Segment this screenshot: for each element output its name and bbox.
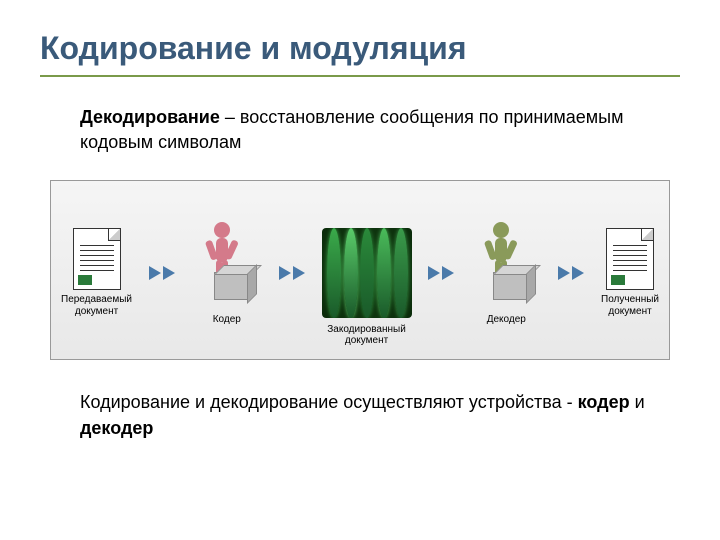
- document-icon: [73, 228, 121, 290]
- arrow-icon: [279, 266, 305, 280]
- arrow-icon: [428, 266, 454, 280]
- diagram-box: Передаваемыйдокумент Код: [50, 180, 670, 360]
- node-source-doc: Передаваемыйдокумент: [61, 228, 132, 318]
- footer-bold1: кодер: [578, 392, 630, 412]
- description-text: Декодирование – восстановление сообщения…: [40, 105, 680, 155]
- desc-bold: Декодирование: [80, 107, 220, 127]
- node-signal: Закодированныйдокумент: [322, 228, 412, 318]
- node-encoder: Кодер: [192, 220, 262, 326]
- diagram-row: Передаваемыйдокумент Код: [61, 196, 659, 349]
- footer-mid: и: [630, 392, 645, 412]
- footer-text: Кодирование и декодирование осуществляют…: [40, 390, 680, 440]
- node-label: Закодированныйдокумент: [317, 324, 417, 346]
- slide-title: Кодирование и модуляция: [40, 30, 680, 67]
- node-received-doc: Полученныйдокумент: [601, 228, 659, 318]
- footer-prefix: Кодирование и декодирование осуществляют…: [80, 392, 578, 412]
- node-label: Передаваемыйдокумент: [61, 294, 132, 318]
- signal-icon: [322, 228, 412, 318]
- node-decoder: Декодер: [471, 220, 541, 326]
- title-underline: [40, 75, 680, 77]
- arrow-icon: [149, 266, 175, 280]
- node-label: Кодер: [213, 314, 241, 326]
- arrow-icon: [558, 266, 584, 280]
- node-label: Полученныйдокумент: [601, 294, 659, 318]
- footer-bold2: декодер: [80, 418, 153, 438]
- document-icon: [606, 228, 654, 290]
- node-label: Декодер: [487, 314, 526, 326]
